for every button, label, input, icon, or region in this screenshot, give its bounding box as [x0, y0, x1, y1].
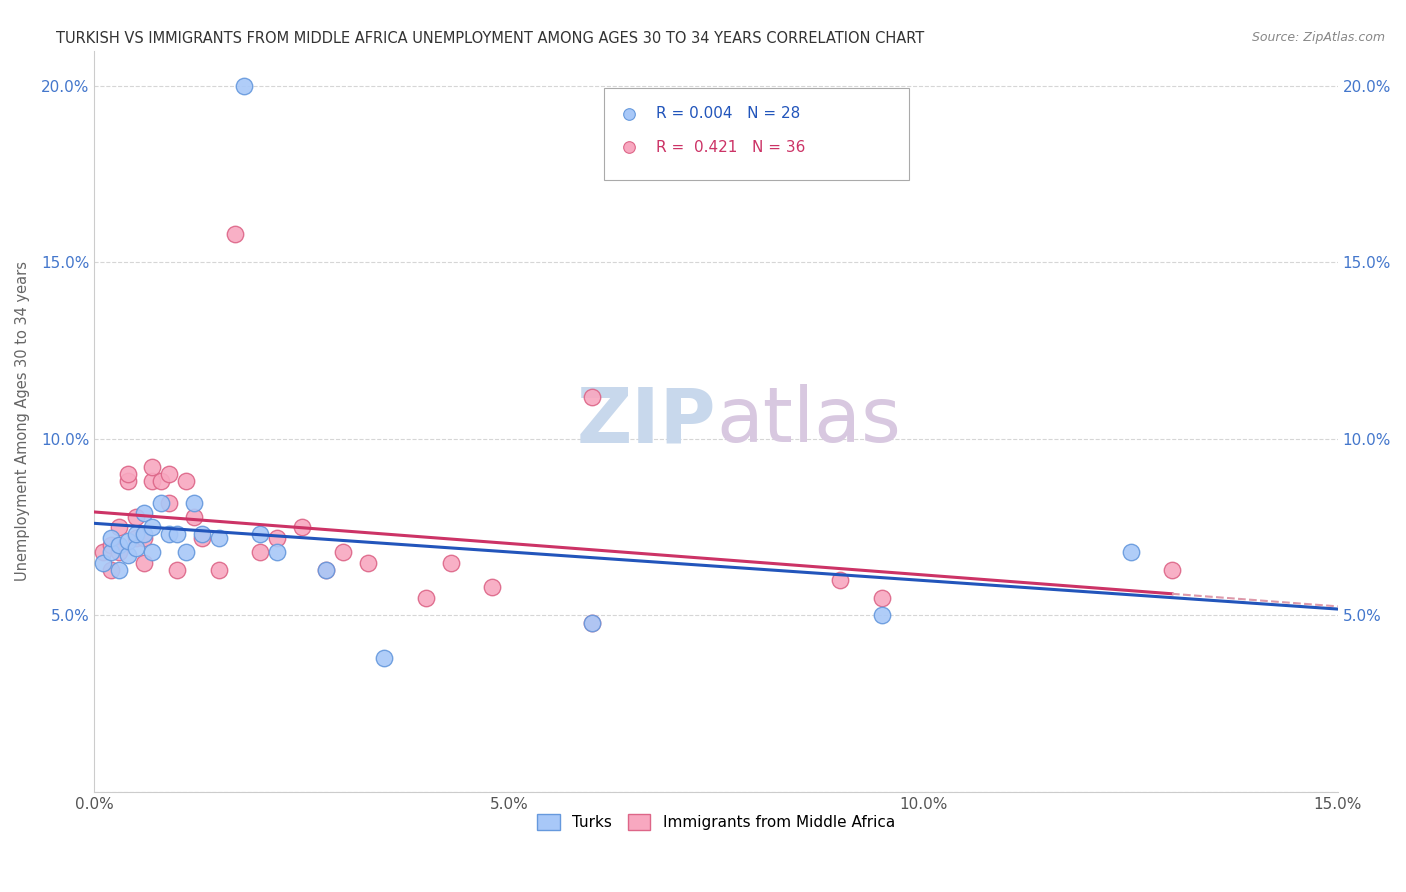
- Point: [208, 531, 231, 545]
- Point: [141, 460, 163, 475]
- Point: [870, 608, 893, 623]
- Point: [108, 545, 131, 559]
- Point: [224, 227, 246, 242]
- Point: [373, 650, 395, 665]
- Point: [1161, 563, 1184, 577]
- Point: [125, 531, 148, 545]
- Point: [191, 527, 214, 541]
- Text: R = 0.004   N = 28: R = 0.004 N = 28: [657, 106, 800, 121]
- Point: [166, 527, 188, 541]
- Point: [183, 509, 205, 524]
- Point: [91, 556, 114, 570]
- Point: [108, 520, 131, 534]
- Point: [315, 563, 337, 577]
- Point: [830, 573, 852, 587]
- Point: [266, 545, 288, 559]
- Point: [117, 475, 139, 489]
- Point: [581, 615, 603, 630]
- Point: [117, 549, 139, 563]
- Point: [149, 475, 172, 489]
- Point: [481, 580, 503, 594]
- Point: [125, 527, 148, 541]
- Point: [91, 545, 114, 559]
- Point: [132, 527, 155, 541]
- Point: [440, 556, 463, 570]
- Point: [149, 495, 172, 509]
- Point: [100, 538, 122, 552]
- Point: [870, 591, 893, 605]
- Point: [332, 545, 354, 559]
- Point: [581, 390, 603, 404]
- Point: [357, 556, 380, 570]
- Legend: Turks, Immigrants from Middle Africa: Turks, Immigrants from Middle Africa: [531, 808, 901, 836]
- Point: [249, 545, 271, 559]
- Point: [117, 534, 139, 549]
- Point: [183, 495, 205, 509]
- Point: [100, 563, 122, 577]
- Text: TURKISH VS IMMIGRANTS FROM MIDDLE AFRICA UNEMPLOYMENT AMONG AGES 30 TO 34 YEARS : TURKISH VS IMMIGRANTS FROM MIDDLE AFRICA…: [56, 31, 925, 46]
- Point: [249, 527, 271, 541]
- Point: [174, 475, 197, 489]
- Point: [132, 556, 155, 570]
- Point: [174, 545, 197, 559]
- Point: [100, 531, 122, 545]
- Point: [266, 531, 288, 545]
- Point: [208, 563, 231, 577]
- FancyBboxPatch shape: [605, 87, 908, 180]
- Point: [166, 563, 188, 577]
- Point: [108, 563, 131, 577]
- Point: [141, 475, 163, 489]
- Point: [117, 467, 139, 482]
- Text: atlas: atlas: [716, 384, 901, 458]
- Point: [415, 591, 437, 605]
- Point: [125, 509, 148, 524]
- Y-axis label: Unemployment Among Ages 30 to 34 years: Unemployment Among Ages 30 to 34 years: [15, 261, 30, 582]
- Point: [315, 563, 337, 577]
- Point: [157, 495, 180, 509]
- Point: [290, 520, 312, 534]
- Point: [141, 520, 163, 534]
- Point: [132, 531, 155, 545]
- Point: [108, 538, 131, 552]
- Point: [581, 615, 603, 630]
- Text: ZIP: ZIP: [576, 384, 716, 458]
- Text: Source: ZipAtlas.com: Source: ZipAtlas.com: [1251, 31, 1385, 45]
- Point: [141, 545, 163, 559]
- Point: [157, 467, 180, 482]
- Point: [125, 541, 148, 556]
- Point: [157, 527, 180, 541]
- Text: R =  0.421   N = 36: R = 0.421 N = 36: [657, 139, 806, 154]
- Point: [191, 531, 214, 545]
- Point: [100, 545, 122, 559]
- Point: [132, 506, 155, 520]
- Point: [1119, 545, 1142, 559]
- Point: [232, 78, 254, 93]
